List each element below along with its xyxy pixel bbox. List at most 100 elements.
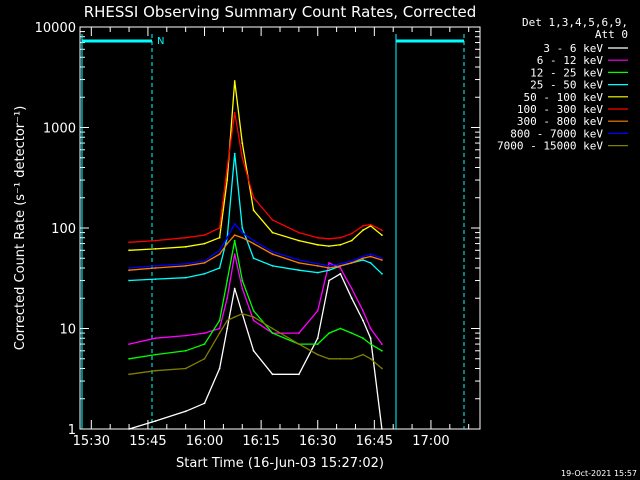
data-point bbox=[252, 319, 255, 322]
data-point bbox=[298, 262, 300, 264]
series-line-0 bbox=[128, 272, 383, 430]
data-point bbox=[298, 259, 300, 261]
chart-title: RHESSI Observing Summary Count Rates, Co… bbox=[84, 3, 477, 21]
data-point bbox=[218, 236, 221, 239]
data-point bbox=[339, 267, 342, 269]
data-point bbox=[218, 332, 221, 334]
data-point bbox=[350, 287, 353, 290]
y-tick-label: 10000 bbox=[35, 21, 76, 36]
data-point bbox=[241, 279, 244, 282]
footer-date: 19-Oct-2021 15:57 bbox=[561, 469, 637, 478]
data-point bbox=[252, 239, 255, 242]
data-point bbox=[184, 276, 187, 279]
data-point bbox=[226, 327, 229, 330]
data-point bbox=[362, 259, 364, 261]
data-point bbox=[381, 234, 383, 237]
data-point bbox=[154, 353, 157, 356]
y-axis-label: Corrected Count Rate (s⁻¹ detector⁻¹) bbox=[13, 106, 28, 351]
series-line-1 bbox=[128, 253, 383, 345]
series-line-8 bbox=[129, 313, 383, 375]
x-tick-label: 16:00 bbox=[186, 434, 223, 449]
data-point bbox=[154, 369, 157, 372]
legend-entry-label: 300 - 800 keV bbox=[517, 115, 603, 128]
data-point bbox=[203, 242, 206, 245]
series-line-4 bbox=[129, 80, 383, 251]
data-point bbox=[203, 260, 206, 262]
data-point bbox=[328, 267, 330, 269]
y-tick-label: 1000 bbox=[43, 122, 76, 137]
x-tick-label: 16:45 bbox=[356, 434, 393, 449]
data-point bbox=[218, 327, 221, 330]
legend-entry-label: 100 - 300 keV bbox=[517, 103, 603, 116]
data-point bbox=[154, 278, 157, 280]
data-point bbox=[154, 420, 157, 422]
legend-entry-label: 12 - 25 keV bbox=[530, 66, 603, 79]
series-line-2 bbox=[128, 240, 383, 360]
data-point bbox=[381, 272, 383, 275]
data-point bbox=[233, 239, 236, 242]
data-point bbox=[154, 239, 157, 242]
data-point bbox=[350, 332, 353, 334]
data-point bbox=[339, 327, 342, 330]
data-point bbox=[233, 316, 236, 318]
data-point bbox=[298, 231, 300, 234]
data-point bbox=[241, 236, 244, 239]
data-point bbox=[128, 428, 131, 430]
legend-header-1: Det 1,3,4,5,6,9, bbox=[522, 16, 628, 29]
y-tick-label: 100 bbox=[51, 222, 76, 237]
data-point bbox=[226, 179, 229, 181]
data-point bbox=[252, 309, 255, 312]
data-point bbox=[233, 152, 236, 155]
data-point bbox=[241, 142, 244, 145]
data-point bbox=[226, 279, 229, 282]
data-point bbox=[381, 367, 383, 370]
data-point bbox=[381, 257, 383, 260]
data-point bbox=[339, 236, 342, 239]
data-point bbox=[369, 343, 372, 345]
data-point bbox=[339, 357, 342, 360]
data-point bbox=[362, 257, 364, 260]
legend-entry-label: 3 - 6 keV bbox=[543, 42, 603, 55]
data-point bbox=[184, 334, 187, 337]
data-point bbox=[218, 267, 221, 269]
data-point bbox=[218, 249, 221, 252]
x-tick-label: 15:30 bbox=[73, 434, 110, 449]
data-point bbox=[362, 255, 364, 258]
data-point bbox=[218, 227, 221, 229]
data-point bbox=[203, 357, 206, 360]
data-point bbox=[233, 253, 236, 256]
series-line-3 bbox=[129, 153, 383, 282]
data-point bbox=[369, 262, 372, 264]
data-point bbox=[316, 337, 319, 340]
data-point bbox=[233, 111, 236, 114]
data-point bbox=[328, 262, 330, 264]
data-point bbox=[184, 236, 187, 239]
y-axis: 1 10 100 1000 10000 bbox=[35, 21, 480, 438]
data-point bbox=[328, 357, 330, 360]
data-point bbox=[328, 237, 330, 240]
data-point bbox=[233, 287, 236, 290]
data-point bbox=[362, 353, 364, 356]
data-point bbox=[369, 337, 372, 340]
data-point bbox=[339, 265, 342, 267]
data-point bbox=[154, 248, 157, 250]
data-point bbox=[233, 234, 236, 237]
data-point bbox=[226, 319, 229, 322]
data-point bbox=[328, 269, 330, 272]
data-point bbox=[226, 242, 229, 245]
data-point bbox=[298, 373, 300, 376]
data-point bbox=[252, 196, 255, 199]
data-point bbox=[184, 367, 187, 370]
plot-frame bbox=[79, 26, 481, 430]
x-axis-label: Start Time (16-Jun-03 15:27:02) bbox=[176, 456, 384, 471]
x-axis: 15:30 15:45 16:00 16:15 16:30 16:45 17:00 bbox=[73, 27, 470, 449]
data-point bbox=[128, 373, 131, 376]
data-point bbox=[252, 349, 255, 352]
data-point bbox=[362, 229, 364, 232]
data-point bbox=[252, 257, 255, 260]
data-point bbox=[241, 231, 244, 234]
annotation-marks bbox=[81, 34, 465, 429]
data-point bbox=[316, 262, 319, 265]
